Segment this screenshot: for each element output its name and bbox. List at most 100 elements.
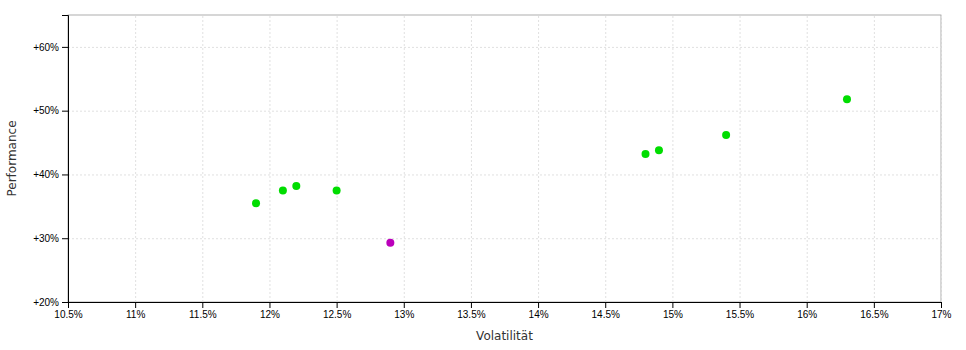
y-tick-mark bbox=[62, 111, 68, 112]
x-tick: 16% bbox=[797, 302, 817, 320]
x-tick-label: 17% bbox=[931, 309, 951, 320]
x-tick-label: 15.5% bbox=[726, 309, 754, 320]
grid-line bbox=[404, 15, 405, 302]
x-tick-label: 10.5% bbox=[54, 309, 82, 320]
x-tick: 14% bbox=[529, 302, 549, 320]
x-tick-mark bbox=[672, 302, 673, 308]
x-tick: 12% bbox=[260, 302, 280, 320]
x-tick: 14.5% bbox=[592, 302, 620, 320]
y-tick: +30% bbox=[33, 233, 68, 244]
grid-tick bbox=[874, 15, 875, 302]
y-axis-title: Performance bbox=[5, 120, 19, 196]
point bbox=[722, 131, 730, 139]
grid-tick bbox=[807, 15, 808, 302]
grid-tick bbox=[68, 174, 941, 175]
grid-tick bbox=[404, 15, 405, 302]
x-tick: 15% bbox=[663, 302, 683, 320]
x-tick-label: 16% bbox=[797, 309, 817, 320]
x-tick: 11% bbox=[126, 302, 145, 320]
x-tick-label: 12.5% bbox=[323, 309, 351, 320]
grid-tick bbox=[605, 15, 606, 302]
grid-tick bbox=[337, 15, 338, 302]
y-tick-mark bbox=[62, 238, 68, 239]
point bbox=[292, 182, 300, 190]
points bbox=[252, 95, 851, 247]
x-tick-label: 15% bbox=[663, 309, 683, 320]
x-tick-mark bbox=[874, 302, 875, 308]
grid-line bbox=[68, 111, 941, 112]
x-tick-mark bbox=[269, 302, 270, 308]
y-axis: +20% +30% +40% +50% +60% bbox=[33, 16, 68, 308]
grid-line bbox=[68, 238, 941, 239]
y-tick-mark bbox=[62, 47, 68, 48]
y-grid bbox=[68, 47, 941, 302]
point bbox=[333, 186, 341, 194]
x-tick-label: 11% bbox=[126, 309, 145, 320]
x-tick-label: 13.5% bbox=[457, 309, 485, 320]
grid-line bbox=[874, 15, 875, 302]
y-axis-line bbox=[62, 16, 69, 303]
y-tick: +50% bbox=[33, 105, 68, 116]
grid-line bbox=[68, 47, 941, 48]
x-tick: 12.5% bbox=[323, 302, 351, 320]
x-tick-mark bbox=[605, 302, 606, 308]
x-tick-mark bbox=[807, 302, 808, 308]
x-tick: 15.5% bbox=[726, 302, 754, 320]
grid-tick bbox=[538, 15, 539, 302]
grid-line bbox=[807, 15, 808, 302]
grid-tick bbox=[135, 15, 136, 302]
series bbox=[386, 239, 394, 247]
x-tick: 13% bbox=[394, 302, 414, 320]
y-tick-mark bbox=[62, 174, 68, 175]
point bbox=[642, 150, 650, 158]
series bbox=[252, 95, 851, 207]
x-tick-mark bbox=[740, 302, 741, 308]
y-tick: +40% bbox=[33, 169, 68, 180]
point bbox=[843, 95, 851, 103]
grid-tick bbox=[68, 238, 941, 239]
grid-tick bbox=[941, 15, 942, 302]
x-tick-label: 12% bbox=[260, 309, 280, 320]
y-tick-mark bbox=[62, 302, 68, 303]
x-tick-mark bbox=[135, 302, 136, 308]
x-tick-mark bbox=[404, 302, 405, 308]
chart: 10.5% 11% 11.5% 12% 12.5% 13% 13.5% 14% 14.5% 15%… bbox=[0, 0, 966, 350]
grid-tick bbox=[68, 47, 941, 48]
x-tick: 13.5% bbox=[457, 302, 485, 320]
x-axis-title: Volatilität bbox=[476, 329, 533, 343]
grid-line bbox=[135, 15, 136, 302]
point bbox=[386, 239, 394, 247]
grid-line bbox=[538, 15, 539, 302]
point bbox=[655, 146, 663, 154]
x-axis: 10.5% 11% 11.5% 12% 12.5% 13% 13.5% 14% 14.5% 15%… bbox=[54, 302, 951, 320]
x-tick-label: 14.5% bbox=[592, 309, 620, 320]
x-tick: 17% bbox=[931, 302, 951, 320]
grid-line bbox=[605, 15, 606, 302]
y-tick-label: +50% bbox=[33, 105, 59, 116]
x-tick-label: 16.5% bbox=[860, 309, 888, 320]
grid-line bbox=[202, 15, 203, 302]
grid-tick bbox=[672, 15, 673, 302]
plot-frame bbox=[68, 15, 941, 302]
x-tick-label: 13% bbox=[394, 309, 414, 320]
grid-line bbox=[471, 15, 472, 302]
grid-line bbox=[269, 15, 270, 302]
grid-tick bbox=[740, 15, 741, 302]
x-tick: 16.5% bbox=[860, 302, 888, 320]
x-grid bbox=[69, 15, 942, 302]
grid-tick bbox=[202, 15, 203, 302]
grid-tick bbox=[269, 15, 270, 302]
y-tick-label: +20% bbox=[33, 297, 59, 308]
point bbox=[279, 186, 287, 194]
x-tick-label: 11.5% bbox=[189, 309, 217, 320]
point bbox=[252, 199, 260, 207]
x-axis-line bbox=[69, 303, 942, 309]
y-tick-label: +60% bbox=[33, 42, 59, 53]
x-tick-label: 14% bbox=[529, 309, 549, 320]
grid-tick bbox=[68, 111, 941, 112]
plot-area: 10.5% 11% 11.5% 12% 12.5% 13% 13.5% 14% 14.5% 15%… bbox=[33, 15, 951, 320]
grid-line bbox=[68, 174, 941, 175]
grid-line bbox=[941, 15, 942, 302]
x-tick-mark bbox=[202, 302, 203, 308]
x-tick-mark bbox=[337, 302, 338, 308]
